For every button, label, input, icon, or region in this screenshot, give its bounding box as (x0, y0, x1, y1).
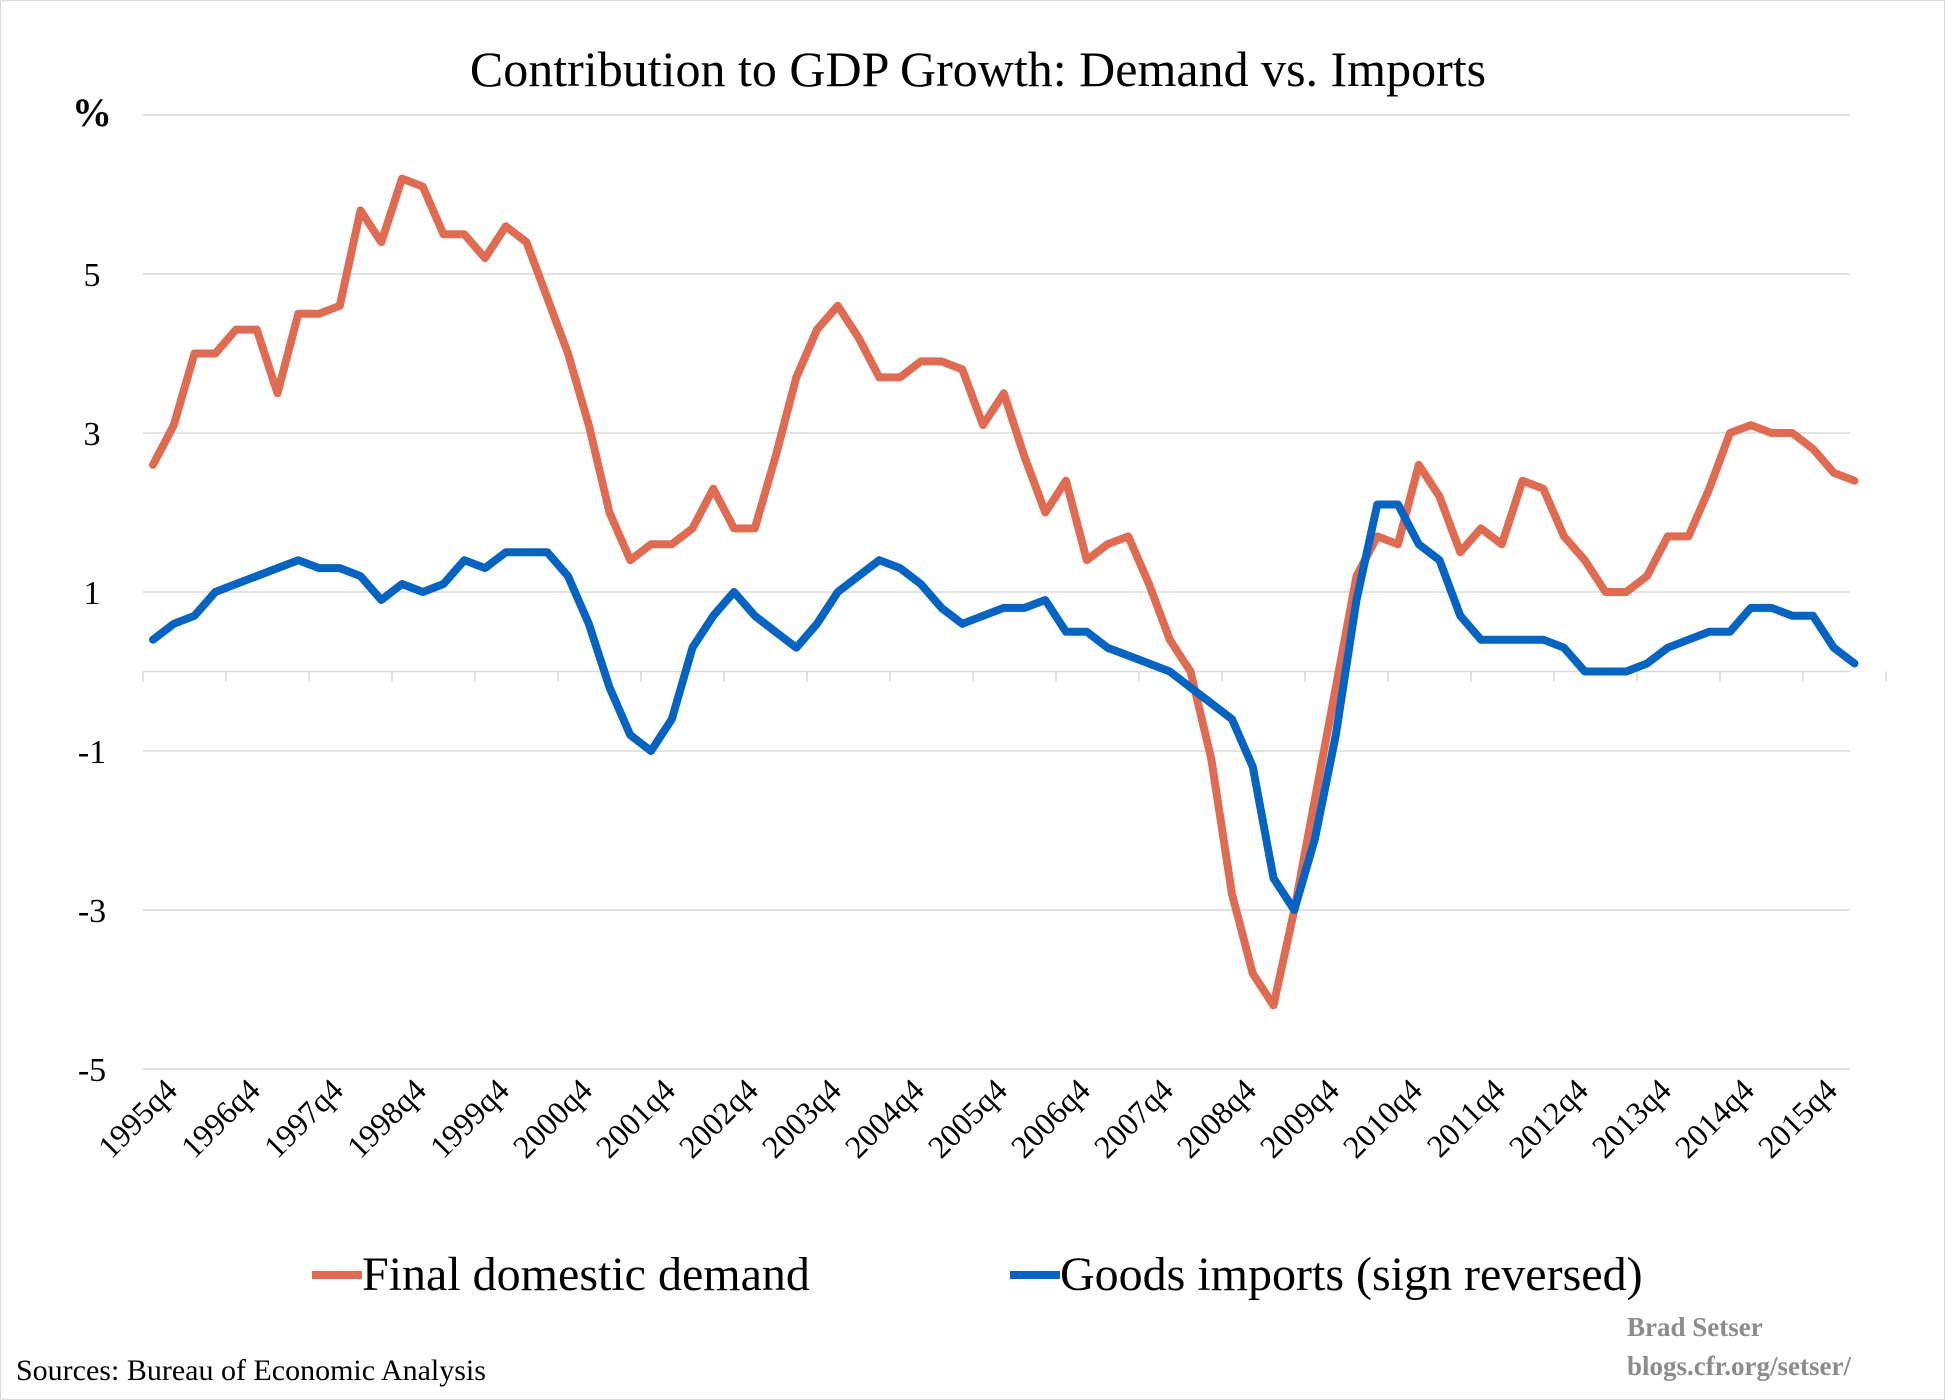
legend-label-goods-imports: Goods imports (sign reversed) (1060, 1248, 1643, 1301)
x-tick-label: 2003q4 (755, 1071, 848, 1164)
x-tick-label: 1999q4 (423, 1071, 516, 1164)
x-tick-label: 2002q4 (672, 1071, 765, 1164)
x-tick-label: 2013q4 (1585, 1071, 1678, 1164)
y-axis-ticks: -5 -3 -1 1 3 5 (78, 257, 106, 1089)
x-tick-label: 2011q4 (1419, 1071, 1511, 1163)
x-tick-label: 2001q4 (589, 1071, 682, 1164)
x-tick-label: 2014q4 (1668, 1071, 1761, 1164)
legend-label-final-domestic-demand: Final domestic demand (362, 1248, 810, 1301)
x-tick-label: 1996q4 (174, 1071, 267, 1164)
series-line-final-domestic-demand (149, 174, 1859, 1010)
legend: Final domestic demand Goods imports (sig… (312, 1248, 1643, 1301)
x-axis-ticks: 1995q41996q41997q41998q41999q42000q42001… (91, 1071, 1844, 1164)
x-tick-label: 1997q4 (257, 1071, 350, 1164)
x-tick-label: 2000q4 (506, 1071, 599, 1164)
y-tick-label: 3 (84, 416, 101, 453)
x-tick-label: 2012q4 (1502, 1071, 1595, 1164)
chart-title: Contribution to GDP Growth: Demand vs. I… (470, 41, 1486, 97)
x-tick-label: 2015q4 (1751, 1071, 1844, 1164)
y-tick-label: -3 (78, 893, 106, 930)
x-axis (142, 670, 1887, 682)
x-tick-label: 2004q4 (838, 1071, 931, 1164)
x-tick-label: 2010q4 (1336, 1071, 1429, 1164)
y-tick-label: -1 (78, 734, 106, 771)
y-tick-label: -5 (78, 1052, 106, 1089)
plot-area (149, 174, 1859, 1010)
x-tick-label: 2008q4 (1170, 1071, 1263, 1164)
series-line-goods-imports (149, 500, 1859, 914)
x-tick-label: 2006q4 (1004, 1071, 1097, 1164)
source-note: Sources: Bureau of Economic Analysis (16, 1354, 486, 1387)
y-tick-label: 5 (84, 257, 101, 294)
y-axis-label: % (72, 90, 112, 135)
gridlines (143, 114, 1850, 1070)
y-tick-label: 1 (84, 575, 101, 612)
x-tick-label: 2007q4 (1087, 1071, 1180, 1164)
credit-name: Brad Setser (1627, 1312, 1763, 1342)
x-tick-label: 2009q4 (1253, 1071, 1346, 1164)
x-tick-label: 1998q4 (340, 1071, 433, 1164)
x-tick-label: 2005q4 (921, 1071, 1014, 1164)
credit-url: blogs.cfr.org/setser/ (1627, 1351, 1851, 1381)
